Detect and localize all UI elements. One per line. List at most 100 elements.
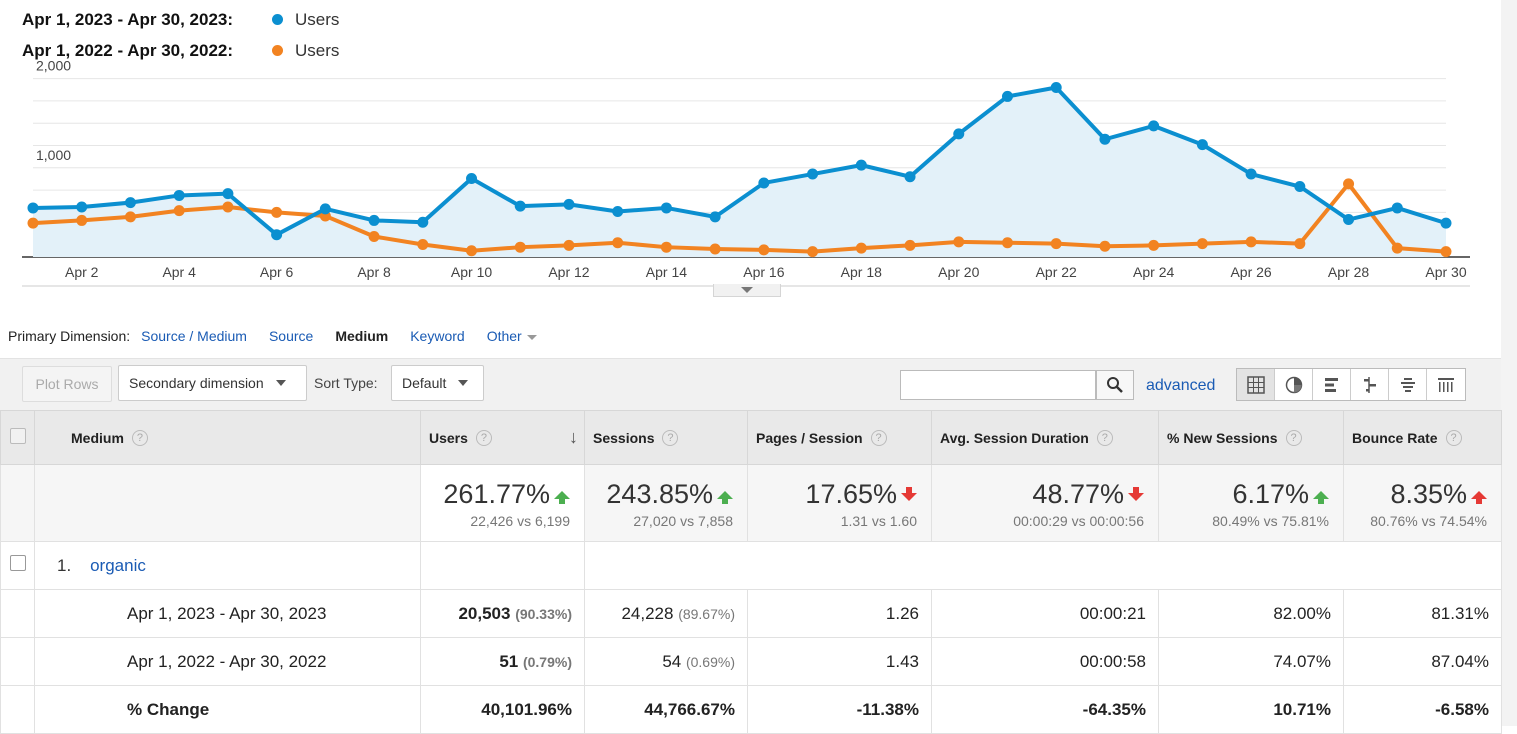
x-tick-label: Apr 22 [1036, 264, 1077, 280]
term-cloud-view-button[interactable] [1389, 369, 1427, 400]
data-point-previous [612, 237, 624, 249]
data-point-current [417, 216, 429, 228]
help-icon[interactable]: ? [1096, 429, 1113, 446]
data-point-current [514, 200, 526, 212]
legend-series-previous: Users [295, 40, 340, 60]
data-point-previous [1343, 178, 1355, 190]
dimension-other[interactable]: Other [487, 328, 537, 344]
column-sessions-label: Sessions [593, 429, 655, 446]
summary-blank [34, 464, 421, 542]
row-empty [0, 637, 35, 686]
data-point-previous [1099, 240, 1111, 252]
table-search-input[interactable] [900, 370, 1096, 400]
data-point-current [709, 211, 721, 223]
table-view-icon [1246, 375, 1265, 394]
row-checkbox[interactable] [9, 555, 26, 571]
help-icon[interactable]: ? [131, 429, 148, 446]
medium-organic-link[interactable]: organic [90, 555, 146, 575]
caret-down-icon [526, 334, 537, 340]
data-point-current [904, 171, 916, 183]
select-all-cell [0, 410, 35, 465]
sessions-share: (0.69%) [685, 653, 735, 670]
legend-row-previous: Apr 1, 2022 - Apr 30, 2022: Users [22, 35, 339, 66]
x-tick-label: Apr 30 [1425, 264, 1466, 280]
x-tick-label: Apr 20 [938, 264, 979, 280]
data-point-previous [271, 206, 283, 218]
help-icon[interactable]: ? [475, 429, 492, 446]
group-name-cell: 1. organic [34, 541, 421, 590]
help-icon[interactable]: ? [870, 429, 887, 446]
summary-users: 261.77% 22,426 vs 6,199 [420, 464, 585, 542]
primary-dimension-label: Primary Dimension: [8, 328, 131, 344]
dimension-source-medium[interactable]: Source / Medium [141, 328, 247, 344]
summary-bounce-pct: 8.35% [1390, 479, 1467, 509]
pie-view-button[interactable] [1275, 369, 1313, 400]
summary-bounce: 8.35% 80.76% vs 74.54% [1343, 464, 1502, 542]
column-medium[interactable]: Medium? [34, 410, 421, 465]
data-point-current [855, 159, 867, 171]
help-icon[interactable]: ? [662, 429, 679, 446]
advanced-filter-link[interactable]: advanced [1146, 377, 1216, 394]
column-new-sessions[interactable]: % New Sessions? [1158, 410, 1344, 465]
x-tick-label: Apr 14 [646, 264, 687, 280]
data-point-previous [1391, 242, 1403, 254]
page-scrollbar[interactable] [1501, 0, 1517, 726]
column-sessions[interactable]: Sessions? [584, 410, 748, 465]
x-tick-label: Apr 8 [357, 264, 391, 280]
data-point-previous [1294, 238, 1306, 250]
data-point-current [124, 197, 136, 209]
table-row-change: % Change 40,101.96% 44,766.67% -11.38% -… [0, 685, 1502, 734]
chevron-down-icon [741, 287, 753, 293]
x-tick-label: Apr 12 [548, 264, 589, 280]
table-view-button[interactable] [1237, 369, 1275, 400]
secondary-dimension-dropdown[interactable]: Secondary dimension [118, 365, 307, 401]
column-bounce-rate[interactable]: Bounce Rate? [1343, 410, 1502, 465]
data-point-current [953, 128, 965, 140]
chart-collapse-toggle[interactable] [713, 284, 781, 297]
users-line-chart[interactable]: 1,000 2,000 Apr 2 Apr 4 Apr 6 Apr 8 Apr 10 Apr … [0, 0, 1500, 300]
series-line-current [32, 85, 1447, 237]
search-button[interactable] [1096, 370, 1134, 400]
help-icon[interactable]: ? [1285, 429, 1302, 446]
secondary-dimension-label: Secondary dimension [129, 375, 264, 391]
column-avg-session-duration[interactable]: Avg. Session Duration? [931, 410, 1159, 465]
plot-rows-button[interactable]: Plot Rows [22, 366, 112, 402]
column-new-sessions-label: % New Sessions [1167, 429, 1278, 446]
bar-view-button[interactable] [1313, 369, 1351, 400]
data-point-previous [417, 239, 429, 251]
pivot-view-button[interactable] [1427, 369, 1465, 400]
row-new-sessions: 74.07% [1158, 637, 1344, 686]
sort-type-dropdown[interactable]: Default [391, 365, 484, 401]
row-empty [0, 685, 35, 734]
table-toolbar: Plot Rows Secondary dimension Sort Type:… [0, 358, 1501, 410]
caret-down-icon [275, 380, 286, 386]
legend-dot-current [272, 14, 283, 25]
table-row: Apr 1, 2022 - Apr 30, 2022 51 (0.79%) 54… [0, 637, 1502, 686]
column-pages-session[interactable]: Pages / Session? [747, 410, 932, 465]
data-point-previous [1001, 237, 1013, 249]
dimension-source[interactable]: Source [268, 328, 314, 344]
series-area [33, 87, 1446, 257]
help-icon[interactable]: ? [1445, 429, 1462, 446]
row-duration: 00:00:58 [931, 637, 1159, 686]
data-point-current [76, 201, 88, 213]
select-all-checkbox[interactable] [9, 428, 26, 444]
data-point-previous [124, 211, 136, 223]
data-point-current [368, 214, 380, 226]
data-point-current [1001, 90, 1013, 102]
comparison-view-button[interactable] [1351, 369, 1389, 400]
x-tick-label: Apr 18 [841, 264, 882, 280]
primary-dimension-bar: Primary Dimension: Source / Medium Sourc… [8, 328, 559, 344]
column-users[interactable]: Users? ↓ [420, 410, 585, 465]
up-arrow-icon [1313, 491, 1329, 504]
column-bounce-rate-label: Bounce Rate [1352, 429, 1438, 446]
dimension-medium[interactable]: Medium [335, 328, 389, 344]
data-point-previous [855, 242, 867, 254]
row-bounce: 87.04% [1343, 637, 1502, 686]
data-point-current [563, 198, 575, 210]
legend-range-current: Apr 1, 2023 - Apr 30, 2023: [22, 9, 234, 29]
group-empty [584, 541, 1502, 590]
summary-bounce-sub: 80.76% vs 74.54% [1370, 513, 1487, 529]
data-point-previous [1440, 246, 1452, 258]
dimension-keyword[interactable]: Keyword [410, 328, 465, 344]
